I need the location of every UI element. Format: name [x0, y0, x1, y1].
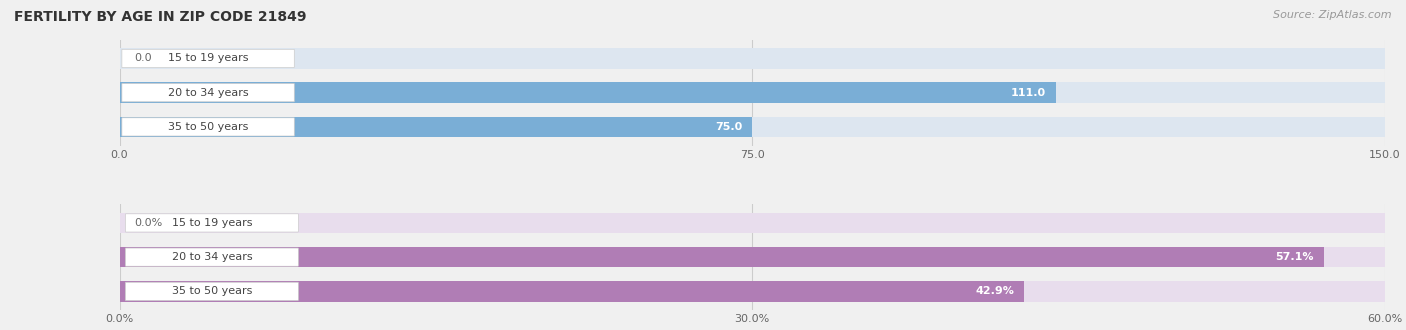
Text: 0.0: 0.0 — [135, 53, 152, 63]
Text: Source: ZipAtlas.com: Source: ZipAtlas.com — [1274, 10, 1392, 20]
Text: 20 to 34 years: 20 to 34 years — [167, 88, 249, 98]
Bar — [120, 213, 1385, 233]
Bar — [120, 48, 1385, 69]
Text: 111.0: 111.0 — [1011, 88, 1046, 98]
Bar — [120, 281, 1385, 302]
FancyBboxPatch shape — [122, 49, 294, 68]
FancyBboxPatch shape — [122, 83, 294, 102]
Text: 57.1%: 57.1% — [1275, 252, 1313, 262]
Text: FERTILITY BY AGE IN ZIP CODE 21849: FERTILITY BY AGE IN ZIP CODE 21849 — [14, 10, 307, 24]
Bar — [120, 247, 1324, 267]
Bar — [120, 82, 1385, 103]
Text: 35 to 50 years: 35 to 50 years — [172, 286, 252, 296]
Text: 0.0%: 0.0% — [135, 218, 163, 228]
FancyBboxPatch shape — [122, 118, 294, 136]
Text: 75.0: 75.0 — [714, 122, 742, 132]
Text: 35 to 50 years: 35 to 50 years — [167, 122, 249, 132]
FancyBboxPatch shape — [125, 214, 298, 232]
Bar — [120, 82, 1056, 103]
FancyBboxPatch shape — [125, 282, 298, 301]
Text: 15 to 19 years: 15 to 19 years — [172, 218, 252, 228]
Bar — [120, 281, 1024, 302]
Text: 42.9%: 42.9% — [976, 286, 1014, 296]
Bar — [120, 116, 1385, 137]
Bar — [120, 247, 1385, 267]
Text: 20 to 34 years: 20 to 34 years — [172, 252, 252, 262]
FancyBboxPatch shape — [125, 248, 298, 266]
Bar — [120, 116, 752, 137]
Text: 15 to 19 years: 15 to 19 years — [167, 53, 249, 63]
